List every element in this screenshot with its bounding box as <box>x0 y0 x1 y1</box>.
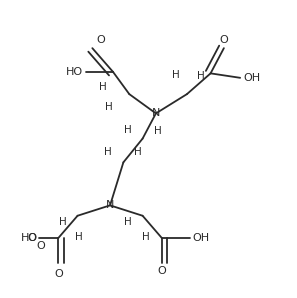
Text: HO: HO <box>66 67 83 77</box>
Text: HO: HO <box>20 233 38 243</box>
Text: O: O <box>27 233 36 243</box>
Text: N: N <box>152 108 160 118</box>
Text: OH: OH <box>243 73 260 83</box>
Text: O: O <box>97 35 105 45</box>
Text: H: H <box>172 70 180 80</box>
Text: H: H <box>124 217 132 227</box>
Text: H: H <box>59 217 67 227</box>
Text: H: H <box>197 71 205 81</box>
Text: O: O <box>54 269 63 279</box>
Text: OH: OH <box>193 233 210 243</box>
Text: H: H <box>154 126 162 136</box>
Text: N: N <box>106 200 114 210</box>
Text: H: H <box>99 82 107 92</box>
Text: O: O <box>36 241 45 251</box>
Text: H: H <box>142 232 149 242</box>
Text: H: H <box>104 147 112 157</box>
Text: O: O <box>219 35 228 45</box>
Text: H: H <box>105 103 113 112</box>
Text: O: O <box>157 266 166 276</box>
Text: H: H <box>75 232 83 242</box>
Text: H: H <box>124 125 132 135</box>
Text: H: H <box>134 147 141 157</box>
